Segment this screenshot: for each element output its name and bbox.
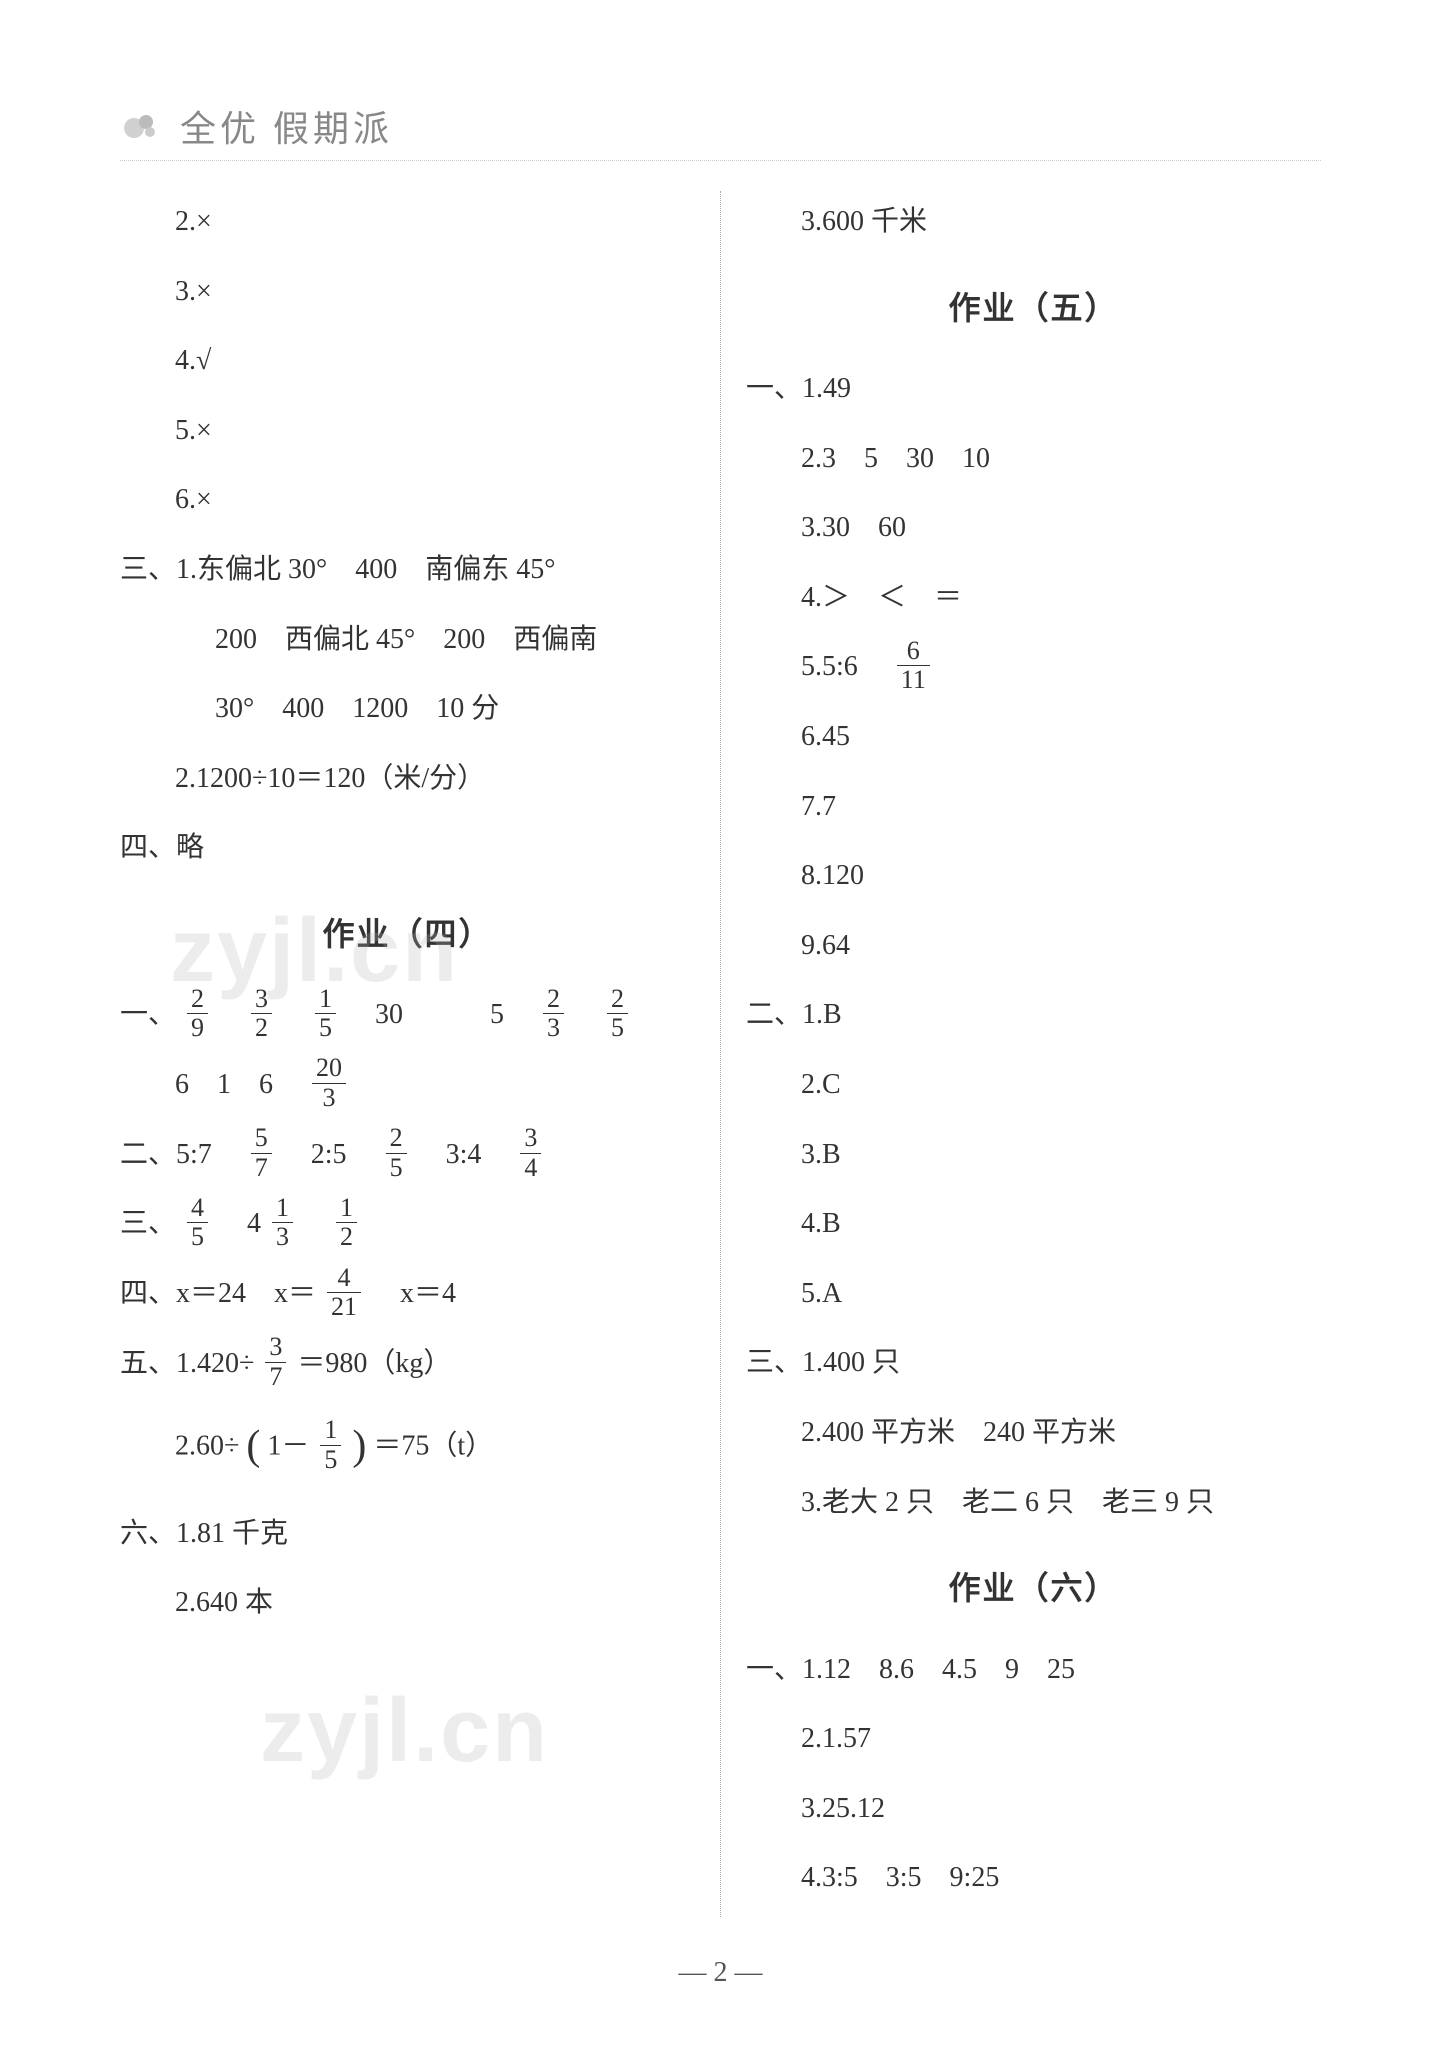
c: 3:4: [418, 1139, 510, 1170]
hw4-3: 三、 45 4 13 12: [120, 1193, 695, 1255]
suf: ＝75（t）: [373, 1431, 493, 1462]
r-l7: 7.7: [746, 776, 1321, 838]
suf: x＝4: [372, 1278, 456, 1309]
hw4-1b: 6 1 6 203: [120, 1054, 695, 1116]
si: 四、略: [120, 817, 695, 879]
san-2: 2.1200÷10＝120（米/分）: [120, 748, 695, 810]
lparen: (: [246, 1423, 260, 1469]
san-1b: 200 西偏北 45° 200 西偏南: [120, 609, 695, 671]
suf: ＝980（kg）: [297, 1348, 451, 1379]
m: 4: [219, 1208, 261, 1239]
content: 2.× 3.× 4.√ 5.× 6.× 三、1.东偏北 30° 400 南偏东 …: [120, 191, 1321, 1917]
frac: 203: [312, 1054, 346, 1112]
r-er2: 2.C: [746, 1054, 1321, 1116]
h6-2: 2.1.57: [746, 1708, 1321, 1770]
frac: 32: [251, 985, 272, 1043]
right-column: 3.600 千米 作业（五） 一、1.49 2.3 5 30 10 3.30 6…: [721, 191, 1321, 1917]
r-l5: 5.5:6 611: [746, 636, 1321, 698]
v: 30: [375, 999, 403, 1030]
rparen: ): [352, 1423, 366, 1469]
hw6-title: 作业（六）: [746, 1553, 1321, 1623]
frac: 23: [543, 985, 564, 1043]
ans-2: 2.×: [120, 191, 695, 253]
frac: 57: [251, 1124, 272, 1182]
frac: 34: [520, 1124, 541, 1182]
r-san3: 3.老大 2 只 老二 6 只 老三 9 只: [746, 1472, 1321, 1534]
pre: 五、1.420÷: [120, 1348, 254, 1379]
h6-1: 一、1.12 8.6 4.5 9 25: [746, 1639, 1321, 1701]
frac: 45: [187, 1194, 208, 1252]
pre: 5.5:6: [801, 651, 886, 682]
r-er1: 二、1.B: [746, 984, 1321, 1046]
frac: 37: [265, 1333, 286, 1391]
r-l1: 一、1.49: [746, 358, 1321, 420]
hw4-5a: 五、1.420÷ 37 ＝980（kg）: [120, 1333, 695, 1395]
header-title: 全优 假期派: [180, 100, 393, 152]
r-l9: 9.64: [746, 915, 1321, 977]
r-san2: 2.400 平方米 240 平方米: [746, 1402, 1321, 1464]
ans-6: 6.×: [120, 469, 695, 531]
frac: 421: [327, 1264, 361, 1322]
hw4-4: 四、x＝24 x＝ 421 x＝4: [120, 1263, 695, 1325]
r-er5: 5.A: [746, 1263, 1321, 1325]
ans-3: 3.×: [120, 261, 695, 323]
r-l3: 3.30 60: [746, 497, 1321, 559]
ans-4: 4.√: [120, 330, 695, 392]
mid: 1－: [267, 1431, 309, 1462]
hw4-2: 二、5:7 57 2:5 25 3:4 34: [120, 1124, 695, 1186]
pre: 二、5:7: [120, 1139, 240, 1170]
hw4-1a: 一、 29 32 15 30 5 23 25: [120, 984, 695, 1046]
r-l6: 6.45: [746, 706, 1321, 768]
v: 5: [490, 999, 504, 1030]
r-san1: 三、1.400 只: [746, 1332, 1321, 1394]
pre: 四、x＝24 x＝: [120, 1278, 316, 1309]
frac: 25: [607, 985, 628, 1043]
pre: 6 1 6: [175, 1069, 301, 1100]
frac: 15: [320, 1416, 341, 1474]
ans-5: 5.×: [120, 400, 695, 462]
hw4-5b: 2.60÷ ( 1－ 15 ) ＝75（t）: [120, 1402, 695, 1494]
san-1c: 30° 400 1200 10 分: [120, 678, 695, 740]
header-icon: [120, 106, 160, 146]
frac: 25: [386, 1124, 407, 1182]
r-l4: 4.＞ ＜ ＝: [746, 567, 1321, 629]
h6-3: 3.25.12: [746, 1778, 1321, 1840]
frac: 13: [272, 1194, 293, 1252]
r-top: 3.600 千米: [746, 191, 1321, 253]
r-er4: 4.B: [746, 1193, 1321, 1255]
frac: 29: [187, 985, 208, 1043]
b: 2:5: [283, 1139, 375, 1170]
hw5-title: 作业（五）: [746, 273, 1321, 343]
hw4-6b: 2.640 本: [120, 1572, 695, 1634]
hw4-title: 作业（四）: [120, 899, 695, 969]
h6-4: 4.3:5 3:5 9:25: [746, 1847, 1321, 1909]
san-1a: 三、1.东偏北 30° 400 南偏东 45°: [120, 539, 695, 601]
r-er3: 3.B: [746, 1124, 1321, 1186]
r-l2: 2.3 5 30 10: [746, 428, 1321, 490]
pre: 三、: [120, 1208, 176, 1239]
page-header: 全优 假期派: [120, 100, 1321, 161]
frac: 12: [336, 1194, 357, 1252]
prefix: 一、: [120, 999, 176, 1030]
hw4-6a: 六、1.81 千克: [120, 1503, 695, 1565]
frac: 611: [897, 637, 930, 695]
left-column: 2.× 3.× 4.√ 5.× 6.× 三、1.东偏北 30° 400 南偏东 …: [120, 191, 721, 1917]
frac: 15: [315, 985, 336, 1043]
pre: 2.60÷: [175, 1431, 239, 1462]
r-l8: 8.120: [746, 845, 1321, 907]
page-number: — 2 —: [120, 1957, 1321, 1989]
